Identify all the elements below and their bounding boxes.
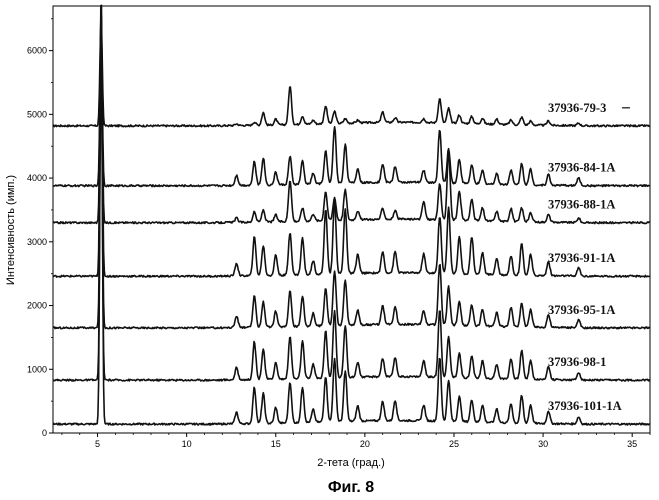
series-labels: 37936-79-3 37936-84-1A 37936-88-1A 37936-91… [548,101,630,413]
y-tick-label: 4000 [27,173,47,183]
x-tick-label: 25 [449,439,459,449]
x-tick-label: 30 [538,439,548,449]
x-tick-label: 15 [271,439,281,449]
x-tick-label: 10 [182,439,192,449]
series-label: 37936-98-1 [548,355,606,369]
series-label: 37936-91-1A [548,251,615,265]
y-axis-label: Интенсивность (имп.) [5,175,17,285]
x-axis-label: 2-тета (град.) [317,457,385,469]
trace-37936-91-1A [53,16,650,277]
y-axis: 0 1000 2000 3000 4000 5000 6000 [27,19,53,438]
series-label: 37936-79-3 [548,101,606,115]
y-tick-label: 5000 [27,109,47,119]
y-tick-label: 1000 [27,364,47,374]
y-tick-label: 0 [42,428,47,438]
trace-37936-95-1A [53,58,650,329]
series-label: 37936-101-1A [548,399,622,413]
y-tick-label: 6000 [27,46,47,56]
series-label: 37936-84-1A [548,161,615,175]
y-tick-label: 3000 [27,237,47,247]
y-tick-label: 2000 [27,301,47,311]
x-tick-label: 5 [95,439,100,449]
figure-caption: Фиг. 8 [328,479,374,496]
x-axis: 5 10 15 20 25 30 35 [62,433,650,449]
x-tick-label: 20 [360,439,370,449]
series-label: 37936-88-1A [548,198,615,212]
series-label: 37936-95-1A [548,303,615,317]
x-tick-label: 35 [627,439,637,449]
